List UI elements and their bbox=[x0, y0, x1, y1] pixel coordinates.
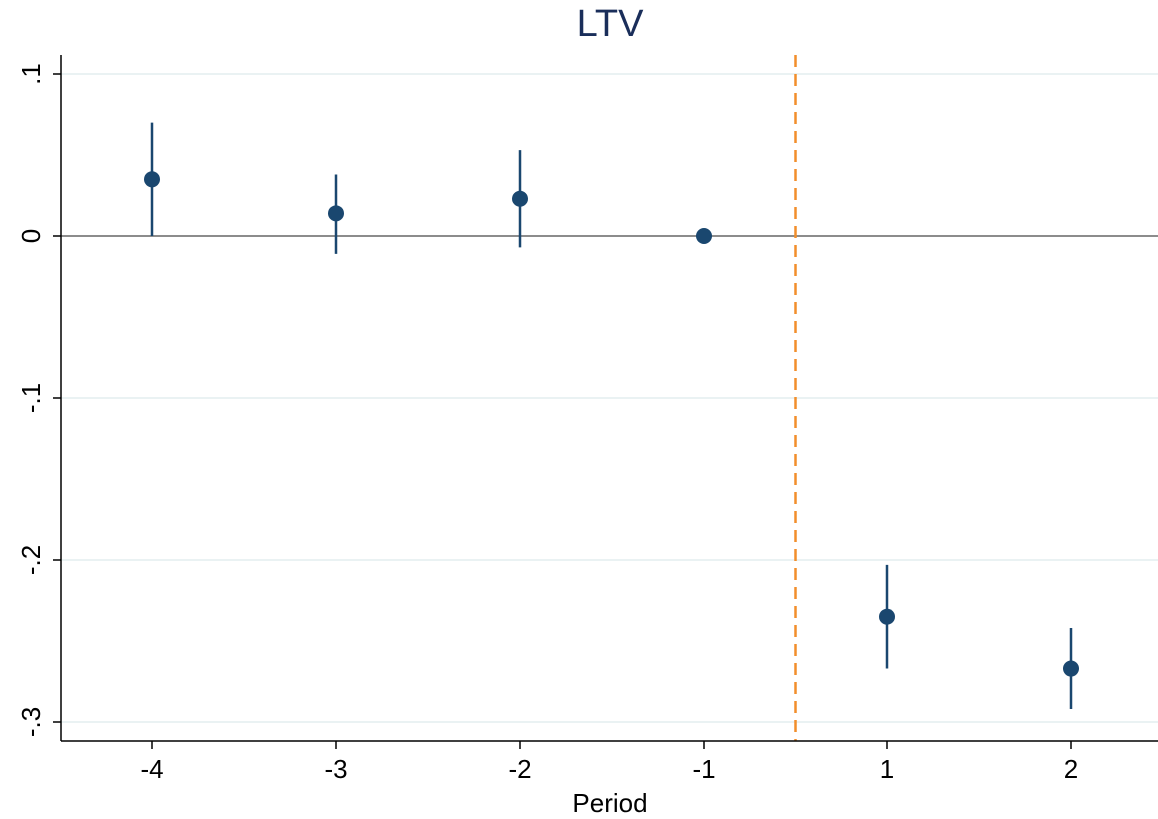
x-tick-label: -1 bbox=[692, 754, 715, 784]
chart-title: LTV bbox=[577, 3, 645, 45]
y-tick-label: -.2 bbox=[16, 545, 46, 575]
point-marker bbox=[696, 228, 712, 244]
y-tick-label: -.3 bbox=[16, 707, 46, 737]
x-tick-label: -2 bbox=[508, 754, 531, 784]
y-axis-ticks: .1 0 -.1 -.2 -.3 bbox=[16, 63, 61, 737]
x-tick-label: 1 bbox=[880, 754, 894, 784]
x-axis-label: Period bbox=[572, 788, 647, 818]
point-estimates bbox=[144, 171, 1079, 677]
y-tick-label: -.1 bbox=[16, 383, 46, 413]
point-marker bbox=[144, 171, 160, 188]
point-marker bbox=[1063, 660, 1079, 677]
point-marker bbox=[328, 205, 344, 222]
x-tick-label: 2 bbox=[1064, 754, 1078, 784]
x-tick-label: -3 bbox=[324, 754, 347, 784]
gridlines bbox=[61, 73, 1158, 723]
point-marker bbox=[512, 190, 528, 207]
x-tick-label: -4 bbox=[140, 754, 163, 784]
y-tick-label: .1 bbox=[16, 63, 46, 85]
confidence-intervals bbox=[150, 122, 1073, 710]
x-axis-ticks: -4 -3 -2 -1 1 2 bbox=[140, 741, 1078, 784]
y-tick-label: 0 bbox=[16, 229, 46, 243]
point-marker bbox=[879, 608, 895, 625]
